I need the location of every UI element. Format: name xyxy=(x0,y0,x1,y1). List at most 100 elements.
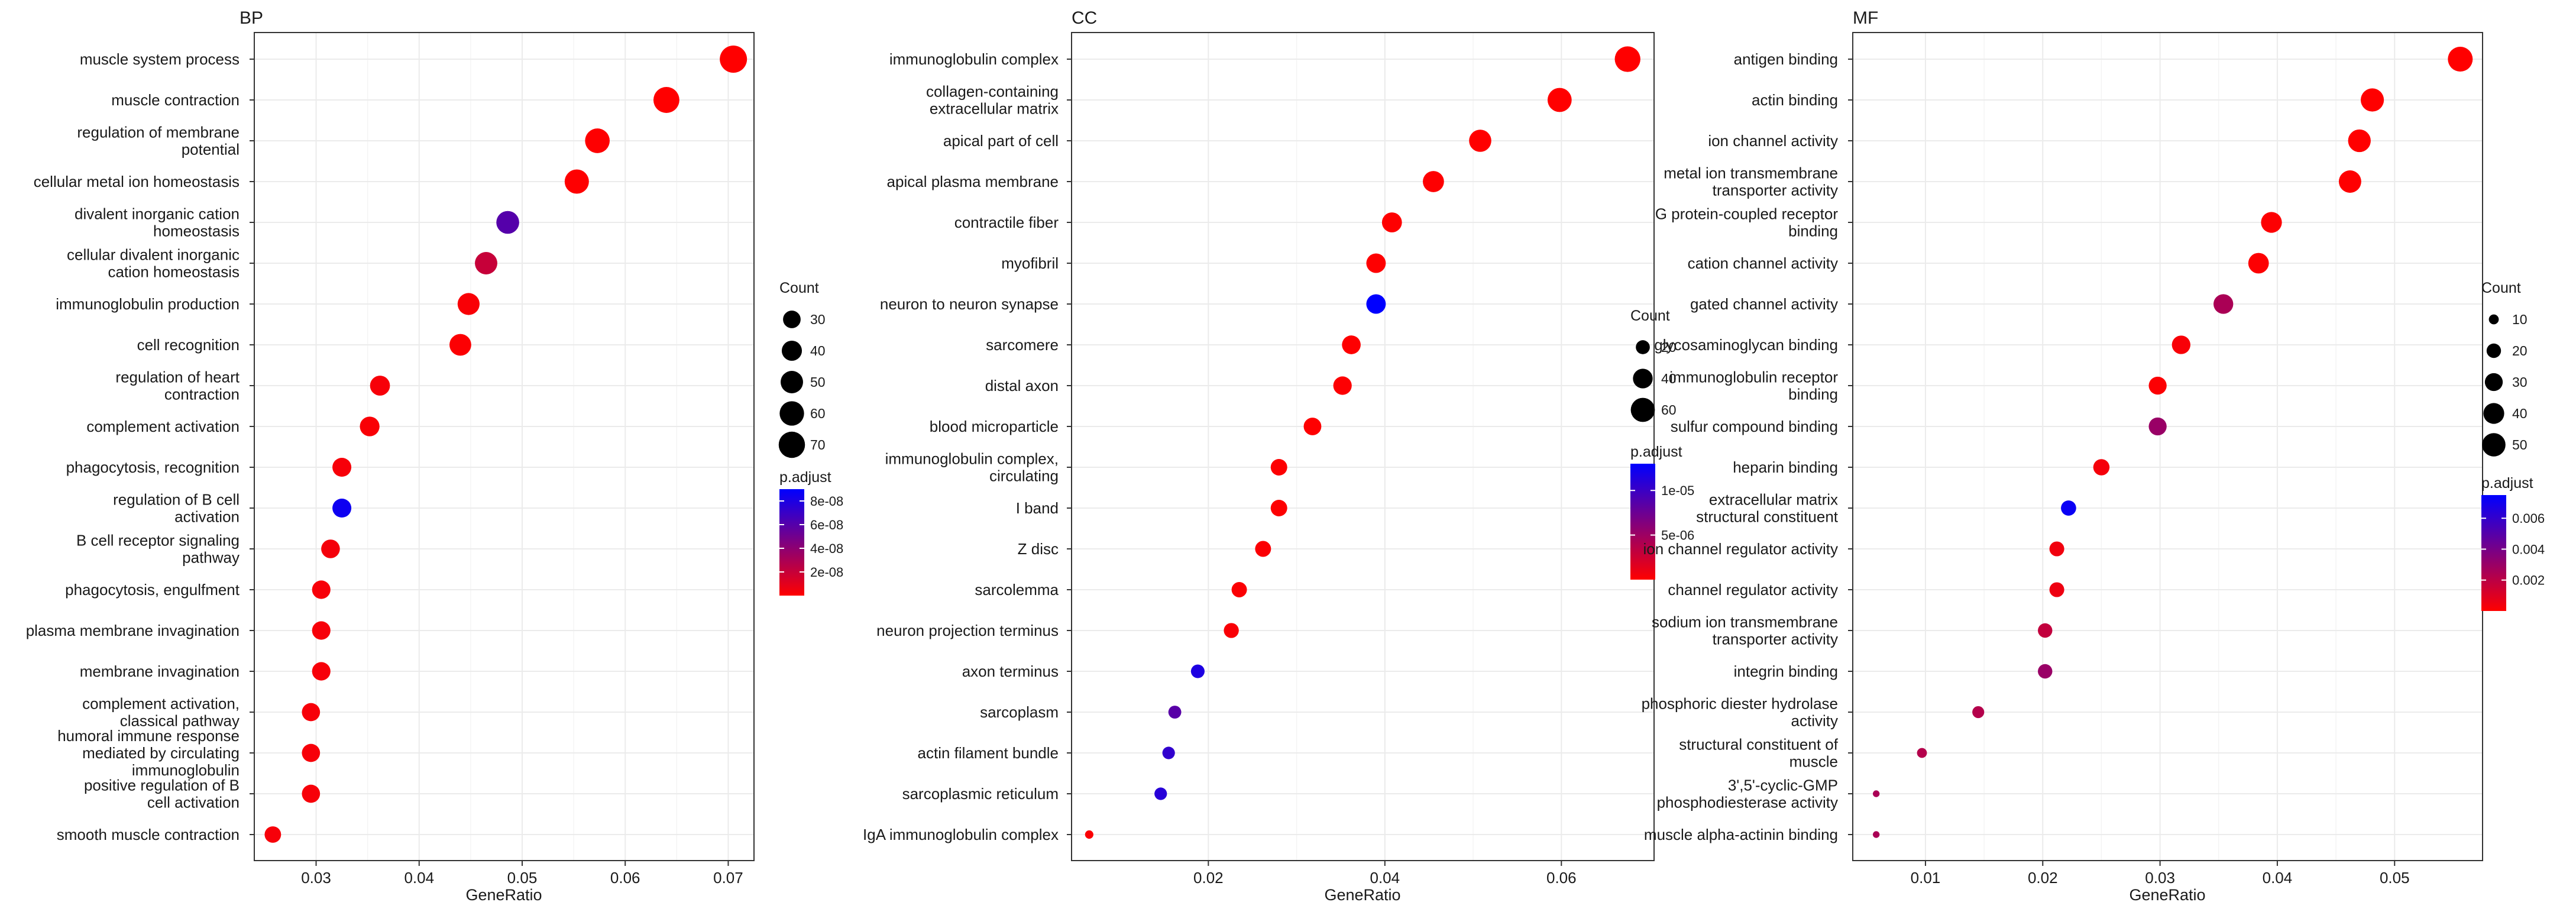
data-point xyxy=(2348,129,2371,153)
term-label: integrin binding xyxy=(1734,662,1838,680)
data-point xyxy=(2148,376,2167,395)
term-label-line: ion channel regulator activity xyxy=(1643,540,1838,558)
term-label-line: glycosaminoglycan binding xyxy=(1654,336,1838,354)
term-label-line: contraction xyxy=(164,386,240,403)
colorbar-tick-label: 0.006 xyxy=(2512,511,2545,526)
term-label: smooth muscle contraction xyxy=(57,826,240,843)
term-label: G protein-coupled receptor binding xyxy=(1655,205,1839,240)
term-label-line: phosphodiesterase activity xyxy=(1657,794,1838,811)
data-point xyxy=(1614,46,1640,72)
term-label: metal ion transmembrane transporter activ… xyxy=(1664,164,1838,199)
x-tick-label: 0.03 xyxy=(301,869,331,887)
term-label-line: divalent inorganic cation xyxy=(75,205,240,223)
data-points xyxy=(1085,46,1640,839)
term-label-line: phagocytosis, engulfment xyxy=(65,581,240,599)
data-point xyxy=(496,211,519,234)
gridlines xyxy=(254,33,754,861)
data-point xyxy=(1342,335,1361,354)
padj-legend-title: p.adjust xyxy=(779,469,831,486)
data-points xyxy=(1872,47,2473,838)
term-label: complement activation, classical pathway xyxy=(82,695,240,730)
term-label: distal axon xyxy=(985,377,1059,395)
data-point xyxy=(321,539,340,558)
term-label-line: muscle system process xyxy=(80,50,240,68)
term-labels: antigen binding actin binding ion channel … xyxy=(1642,50,1853,843)
data-point xyxy=(457,293,480,315)
data-point xyxy=(1423,171,1444,192)
gridlines xyxy=(1072,33,1654,861)
term-label-line: axon terminus xyxy=(962,662,1059,680)
padj-legend-title: p.adjust xyxy=(2481,475,2533,492)
data-point xyxy=(302,703,321,722)
term-label-line: classical pathway xyxy=(120,712,240,730)
data-point xyxy=(1190,664,1205,678)
padj-colorbar xyxy=(1630,464,1655,580)
term-label: phosphoric diester hydrolase activity xyxy=(1642,695,1838,730)
count-legend-dot xyxy=(2483,403,2504,424)
count-legend-dot xyxy=(2486,343,2501,358)
count-legend-label: 50 xyxy=(810,374,826,390)
count-legend-label: 60 xyxy=(810,406,826,421)
term-label: humoral immune response mediated by circu… xyxy=(57,727,240,779)
count-legend-items: 10 20 30 40 50 xyxy=(2482,312,2528,457)
colorbar-tick-label: 4e-08 xyxy=(810,541,843,556)
term-label-line: apical plasma membrane xyxy=(887,173,1059,190)
term-label-line: sodium ion transmembrane xyxy=(1652,613,1838,631)
count-legend-dot xyxy=(2488,314,2499,325)
term-label: antigen binding xyxy=(1734,50,1838,68)
term-label-line: cellular metal ion homeostasis xyxy=(34,173,240,190)
data-point xyxy=(564,169,589,194)
term-label-line: membrane invagination xyxy=(80,662,240,680)
data-point xyxy=(2049,582,2064,597)
data-points xyxy=(264,46,747,843)
data-point xyxy=(1366,294,1386,314)
term-label-line: neuron to neuron synapse xyxy=(880,295,1059,313)
term-label: regulation of heart contraction xyxy=(115,368,240,403)
term-label: regulation of B cell activation xyxy=(113,491,240,526)
data-point xyxy=(332,498,352,518)
panel-title: CC xyxy=(1072,8,1097,28)
data-point xyxy=(1224,623,1239,638)
term-label: axon terminus xyxy=(962,662,1059,680)
term-label-line: pathway xyxy=(182,549,240,567)
term-label-line: smooth muscle contraction xyxy=(57,826,240,843)
data-point xyxy=(2248,253,2269,274)
x-tick-label: 0.06 xyxy=(1546,869,1577,887)
term-label-line: regulation of membrane xyxy=(77,124,240,141)
term-label: muscle system process xyxy=(80,50,240,68)
term-label-line: muscle alpha-actinin binding xyxy=(1644,826,1838,843)
term-label-line: immunoglobulin xyxy=(132,761,240,779)
term-label-line: transporter activity xyxy=(1713,631,1838,648)
term-label: sarcolemma xyxy=(975,581,1059,599)
term-label-line: phagocytosis, recognition xyxy=(66,458,240,476)
data-point xyxy=(2093,459,2110,476)
term-label-line: ion channel activity xyxy=(1708,132,1838,150)
term-label-line: regulation of B cell xyxy=(113,491,240,509)
count-legend-title: Count xyxy=(779,280,819,296)
term-label-line: regulation of heart xyxy=(115,368,240,386)
x-tick-label: 0.02 xyxy=(1193,869,1224,887)
term-label-line: collagen-containing xyxy=(926,83,1059,101)
term-label-line: sarcoplasm xyxy=(980,703,1059,721)
data-point xyxy=(1469,130,1491,152)
term-label-line: sulfur compound binding xyxy=(1671,418,1838,435)
term-label: structural constituent of muscle xyxy=(1679,736,1839,771)
count-legend-items: 20 40 60 xyxy=(1630,340,1677,422)
x-axis-ticks: 0.02 0.04 0.06 xyxy=(1193,861,1577,887)
term-label-line: immunoglobulin production xyxy=(56,295,240,313)
term-label: glycosaminoglycan binding xyxy=(1654,336,1838,354)
count-legend-dot xyxy=(783,311,801,328)
term-label-line: blood microparticle xyxy=(930,418,1059,435)
count-legend-label: 40 xyxy=(810,343,826,358)
term-label: immunoglobulin complex xyxy=(889,50,1059,68)
term-label-line: cell activation xyxy=(147,794,240,811)
x-tick-label: 0.05 xyxy=(2380,869,2410,887)
data-point xyxy=(720,46,747,73)
count-legend-dot xyxy=(1633,368,1653,389)
data-point xyxy=(1972,706,1985,719)
data-point xyxy=(2148,417,2167,436)
term-label-line: extracellular matrix xyxy=(930,100,1059,118)
term-label-line: heparin binding xyxy=(1733,458,1838,476)
term-label-line: cellular divalent inorganic xyxy=(67,246,240,264)
data-point xyxy=(302,784,321,803)
